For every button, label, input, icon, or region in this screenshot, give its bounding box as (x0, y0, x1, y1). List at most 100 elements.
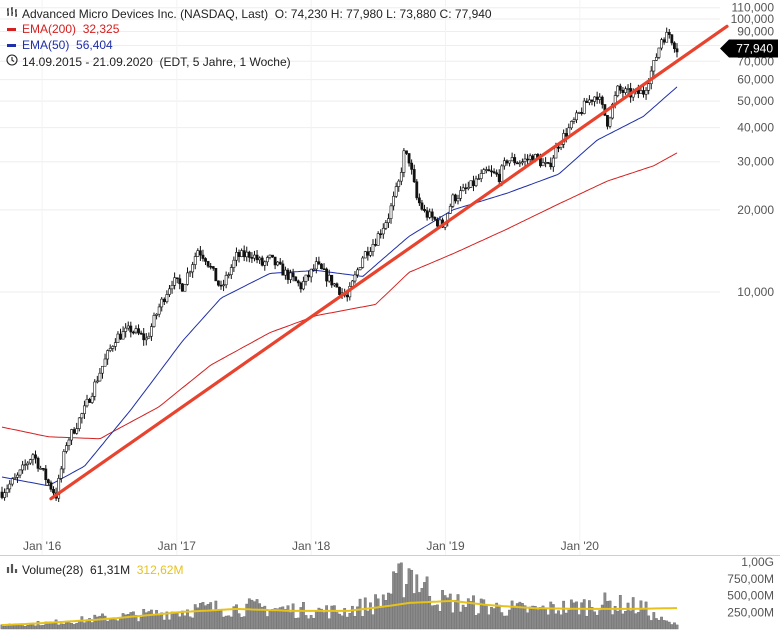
volume-bar (271, 609, 274, 630)
volume-bar (304, 615, 308, 630)
volume-bar (446, 597, 450, 630)
candle-body (621, 89, 625, 93)
volume-bar (417, 592, 421, 630)
volume-bar (448, 593, 452, 630)
candle-body (173, 277, 177, 286)
candle-body (515, 162, 519, 165)
volume-bar (255, 599, 259, 630)
candle-body (8, 483, 12, 490)
volume-bar (508, 609, 511, 630)
volume-bar (363, 597, 367, 630)
candle-body (134, 328, 138, 333)
volume-bar (528, 606, 532, 630)
candle-body (283, 269, 287, 276)
candle-body (170, 285, 174, 290)
volume-tick-label: 500,00M (727, 589, 774, 603)
volume-bar (626, 602, 630, 630)
candle-body (461, 187, 465, 191)
volume-bar (348, 613, 352, 630)
volume-bar (436, 604, 439, 630)
candle-body (85, 398, 89, 407)
candle-body (289, 272, 292, 280)
volume-bar (454, 599, 457, 630)
candle-body (265, 257, 269, 263)
candle-body (219, 284, 223, 287)
candle-body (240, 250, 243, 257)
volume-bar (237, 613, 241, 630)
ema50-label: EMA(50) (22, 38, 70, 52)
candle-body (31, 454, 35, 460)
volume-bar (389, 593, 393, 630)
volume-bar (121, 613, 125, 630)
volume-bar (374, 594, 377, 630)
candle-body (500, 165, 504, 182)
candle-body (235, 252, 238, 261)
candle-body (554, 147, 558, 159)
candle-body (39, 468, 43, 470)
volume-bar (399, 562, 403, 630)
volume-bar (536, 609, 540, 630)
candle-body (286, 269, 290, 280)
candle-body (276, 261, 280, 266)
volume-bar (309, 615, 313, 630)
candle-body (580, 112, 584, 114)
volume-bar (564, 612, 568, 630)
candle-body (186, 272, 189, 285)
candle-body (642, 90, 645, 95)
candle-body (211, 266, 215, 269)
candle-body (557, 147, 560, 149)
candle-body (304, 274, 308, 282)
time-tick-label: Jan '18 (292, 539, 331, 553)
volume-bar (546, 614, 550, 630)
volume-bar (670, 624, 674, 630)
volume-bar (206, 604, 210, 630)
candle-body (484, 169, 488, 171)
candle-body (559, 144, 563, 148)
candle-body (124, 327, 128, 332)
volume-bar (41, 625, 45, 630)
volume-bar (209, 602, 213, 630)
volume-bar (312, 618, 316, 630)
candle-body (237, 252, 241, 257)
volume-bar (461, 604, 465, 630)
volume-bar (392, 571, 396, 630)
volume-bar (265, 616, 269, 630)
candle-body (327, 274, 331, 282)
candle-body (353, 274, 357, 282)
volume-bar (657, 619, 661, 630)
last-price-marker: 77,940 (720, 39, 778, 58)
candle-body (624, 88, 627, 93)
volume-bar (137, 621, 140, 630)
volume-bar (224, 615, 228, 630)
price-tick-label: 110,000 (732, 1, 775, 15)
candle-body (430, 211, 434, 218)
ema200-label: EMA(200) (22, 22, 77, 36)
candle-body (126, 325, 130, 329)
candle-body (183, 284, 187, 292)
candle-body (278, 261, 282, 265)
candle-body (572, 119, 576, 122)
candle-body (28, 459, 32, 464)
volume-bar (649, 620, 653, 630)
volume-bar (606, 601, 609, 630)
volume-bar (173, 611, 177, 630)
candle-body (593, 96, 596, 102)
volume-bar (302, 602, 305, 630)
volume-bar (62, 623, 66, 630)
candle-body (106, 350, 110, 360)
candle-body (647, 83, 651, 91)
candle-body (358, 267, 362, 271)
candle-body (273, 256, 277, 266)
volume-bar (412, 593, 416, 630)
candle-body (253, 254, 256, 259)
candle-body (451, 194, 455, 207)
volume-bar (247, 598, 251, 630)
volume-bar (410, 569, 414, 630)
volume-bar (654, 618, 658, 630)
volume-bar (160, 612, 164, 630)
time-tick-label: Jan '17 (158, 539, 197, 553)
volume-bar (291, 603, 295, 630)
volume-bar (376, 598, 380, 630)
candle-body (217, 280, 220, 286)
